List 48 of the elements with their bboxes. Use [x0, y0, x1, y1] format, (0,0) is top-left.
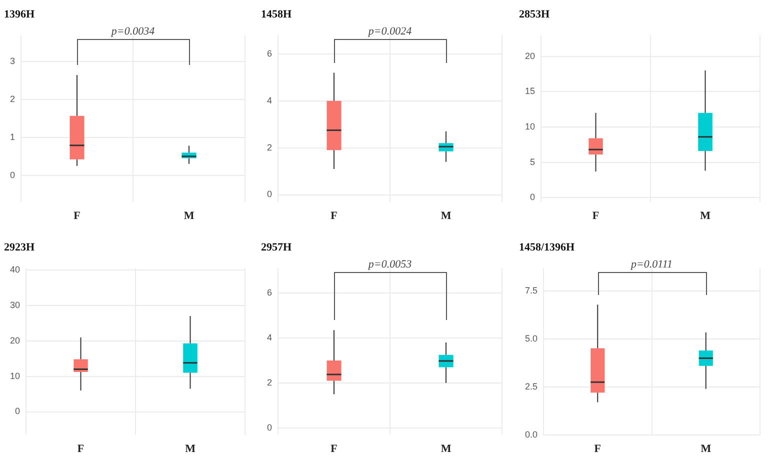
annotation: p=0.0053 [367, 258, 412, 271]
y-tick-label: 2.5 [524, 381, 538, 392]
y-tick-label: 30 [10, 300, 20, 310]
y-tick-label: 40 [10, 264, 20, 274]
y-tick-label: 0 [266, 422, 272, 433]
x-tick-label: M [440, 210, 452, 222]
y-tick-label: 5 [530, 156, 536, 167]
annotation: p=0.0034 [110, 26, 156, 38]
y-tick-label: 10 [10, 370, 20, 381]
x-tick-label: M [700, 210, 712, 222]
y-tick-label: 20 [10, 335, 20, 346]
x-tick-label: F [77, 443, 84, 456]
y-tick-label: 10 [524, 121, 536, 132]
y-tick-label: 3 [10, 56, 16, 66]
x-tick-label: F [594, 443, 602, 456]
y-tick-label: 2 [266, 378, 272, 388]
x-tick-label: M [185, 443, 196, 456]
y-tick-label: 0.0 [524, 429, 538, 440]
y-tick-label: 5.0 [524, 334, 538, 344]
annotation: p=0.0111 [630, 258, 673, 271]
y-tick-label: 4 [266, 95, 272, 106]
x-tick-label: M [700, 443, 712, 456]
x-tick-label: F [330, 210, 338, 222]
x-tick-label: F [592, 210, 600, 222]
x-tick-label: M [440, 443, 452, 456]
y-tick-label: 1 [10, 132, 16, 142]
chart-title: 1458H [261, 8, 292, 20]
y-tick-label: 15 [524, 86, 536, 96]
chart-title: 2853H [519, 8, 550, 20]
y-tick-label: 0 [14, 406, 20, 416]
annotation: p=0.0024 [367, 26, 412, 38]
x-tick-label: M [184, 210, 195, 222]
x-tick-label: F [330, 443, 338, 456]
y-tick-label: 7.5 [524, 286, 538, 296]
y-tick-label: 0 [266, 189, 272, 200]
chart-title: 1396H [4, 8, 35, 20]
x-tick-label: F [74, 210, 81, 222]
y-tick-label: 6 [266, 48, 272, 58]
y-tick-label: 6 [266, 287, 272, 298]
y-tick-label: 2 [266, 142, 272, 152]
y-tick-label: 4 [266, 332, 272, 342]
chart-title: 2923H [4, 241, 35, 254]
y-tick-label: 2 [10, 94, 16, 104]
chart-title: 2957H [261, 241, 292, 254]
y-tick-label: 0 [10, 170, 16, 180]
y-tick-label: 20 [524, 50, 536, 61]
y-tick-label: 0 [530, 192, 536, 202]
chart-title: 1458/1396H [519, 241, 576, 254]
